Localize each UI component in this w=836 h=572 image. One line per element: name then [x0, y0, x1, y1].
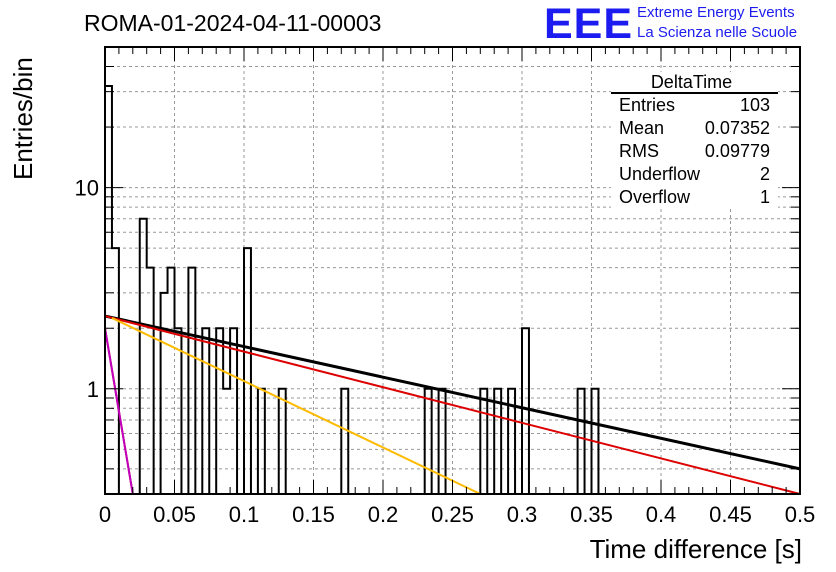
stats-row-entries: Entries 103	[611, 94, 778, 117]
x-tick-label: 0.15	[292, 502, 335, 527]
stats-value: 1	[759, 187, 770, 207]
stats-title: DeltaTime	[611, 72, 778, 94]
org-subtitle: La Scienza nelle Scuole	[637, 24, 798, 41]
org-name: Extreme Energy Events	[637, 4, 795, 21]
stats-value: 103	[739, 95, 770, 115]
x-tick-label: 0.3	[507, 502, 538, 527]
x-tick-label: 0	[99, 502, 111, 527]
stats-box: DeltaTime Entries 103 Mean 0.07352 RMS 0…	[611, 72, 778, 209]
stats-value: 2	[759, 164, 770, 184]
x-tick-label: 0.45	[709, 502, 752, 527]
x-tick-label: 0.4	[646, 502, 677, 527]
fit-line	[111, 317, 481, 495]
fit-line	[104, 314, 801, 471]
stats-row-rms: RMS 0.09779	[611, 140, 778, 163]
stats-row-mean: Mean 0.07352	[611, 117, 778, 140]
fit-line	[104, 328, 134, 495]
stats-label: Mean	[619, 118, 665, 138]
stats-value: 0.07352	[704, 118, 770, 138]
stats-row-overflow: Overflow 1	[611, 186, 778, 209]
x-tick-label: 0.05	[153, 502, 196, 527]
x-tick-label: 0.2	[368, 502, 399, 527]
eee-logo: EEE	[544, 0, 634, 48]
y-tick-label: 10	[75, 176, 99, 201]
stats-label: RMS	[619, 141, 659, 161]
fit-line	[104, 315, 801, 495]
chart-title: ROMA-01-2024-04-11-00003	[84, 10, 382, 36]
x-axis-label: Time difference [s]	[589, 534, 802, 564]
stats-value: 0.09779	[704, 141, 770, 161]
stats-row-underflow: Underflow 2	[611, 163, 778, 186]
stats-label: Overflow	[619, 187, 691, 207]
x-tick-label: 0.25	[431, 502, 474, 527]
stats-label: Underflow	[619, 164, 701, 184]
x-tick-label: 0.35	[570, 502, 613, 527]
stats-label: Entries	[619, 95, 676, 115]
y-tick-label: 1	[87, 377, 99, 402]
x-tick-label: 0.5	[785, 502, 816, 527]
x-tick-label: 0.1	[229, 502, 260, 527]
